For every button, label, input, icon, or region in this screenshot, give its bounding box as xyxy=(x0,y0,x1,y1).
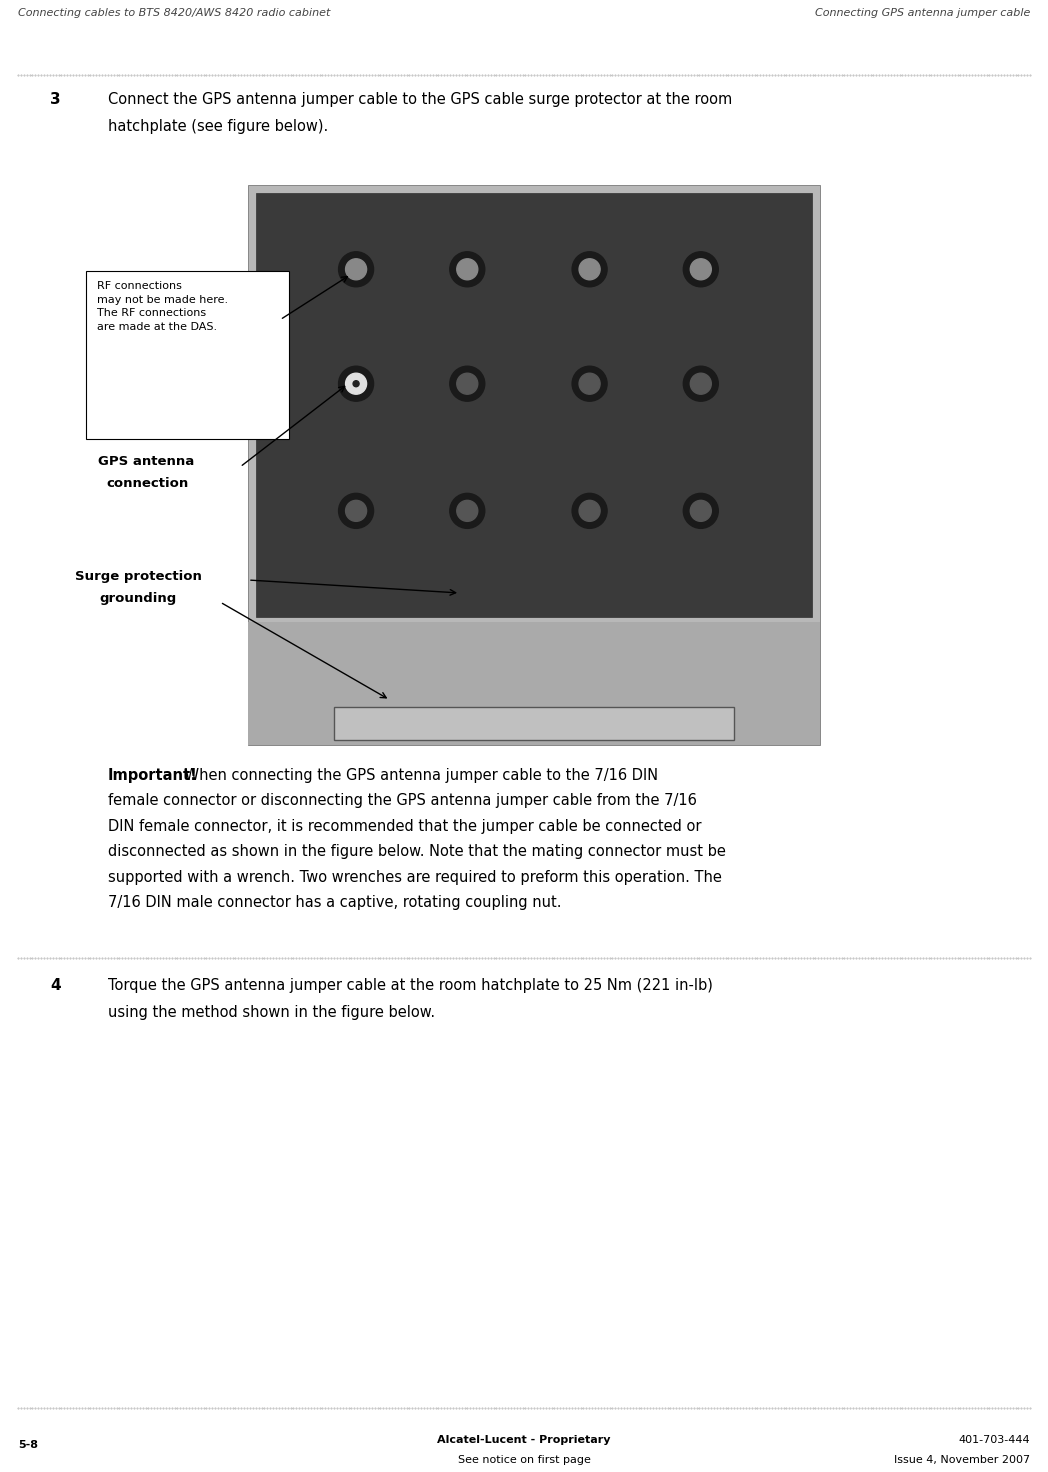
FancyBboxPatch shape xyxy=(248,621,820,745)
Circle shape xyxy=(691,374,712,394)
FancyBboxPatch shape xyxy=(86,271,289,439)
Text: female connector or disconnecting the GPS antenna jumper cable from the 7/16: female connector or disconnecting the GP… xyxy=(108,793,697,808)
Circle shape xyxy=(691,500,712,521)
Text: Torque the GPS antenna jumper cable at the room hatchplate to 25 Nm (221 in-lb): Torque the GPS antenna jumper cable at t… xyxy=(108,977,713,994)
FancyBboxPatch shape xyxy=(248,185,820,745)
Circle shape xyxy=(572,493,607,528)
Text: Surge protection: Surge protection xyxy=(75,570,202,583)
Circle shape xyxy=(572,367,607,402)
Text: using the method shown in the figure below.: using the method shown in the figure bel… xyxy=(108,1005,435,1020)
Text: Important!: Important! xyxy=(108,768,198,783)
Circle shape xyxy=(450,252,485,287)
Circle shape xyxy=(353,381,359,387)
Circle shape xyxy=(450,493,485,528)
Text: Connecting GPS antenna jumper cable: Connecting GPS antenna jumper cable xyxy=(814,7,1030,18)
Circle shape xyxy=(346,374,367,394)
Circle shape xyxy=(346,500,367,521)
Text: Issue 4, November 2007: Issue 4, November 2007 xyxy=(894,1454,1030,1465)
Circle shape xyxy=(683,367,718,402)
Text: Alcatel-Lucent - Proprietary: Alcatel-Lucent - Proprietary xyxy=(437,1435,611,1446)
Circle shape xyxy=(457,374,478,394)
Text: Connect the GPS antenna jumper cable to the GPS cable surge protector at the roo: Connect the GPS antenna jumper cable to … xyxy=(108,91,733,107)
Text: RF connections
may not be made here.
The RF connections
are made at the DAS.: RF connections may not be made here. The… xyxy=(97,281,228,331)
Text: GPS antenna: GPS antenna xyxy=(99,455,194,468)
FancyBboxPatch shape xyxy=(256,193,812,617)
Text: hatchplate (see figure below).: hatchplate (see figure below). xyxy=(108,119,328,134)
Text: grounding: grounding xyxy=(99,592,176,605)
Circle shape xyxy=(339,252,373,287)
Text: 401-703-444: 401-703-444 xyxy=(958,1435,1030,1446)
Circle shape xyxy=(457,259,478,280)
Text: 5-8: 5-8 xyxy=(18,1440,38,1450)
Circle shape xyxy=(580,259,601,280)
Circle shape xyxy=(346,259,367,280)
Text: 3: 3 xyxy=(50,91,61,107)
Circle shape xyxy=(580,374,601,394)
Circle shape xyxy=(339,493,373,528)
Circle shape xyxy=(580,500,601,521)
Text: Connecting cables to BTS 8420/AWS 8420 radio cabinet: Connecting cables to BTS 8420/AWS 8420 r… xyxy=(18,7,330,18)
Text: 7/16 DIN male connector has a captive, rotating coupling nut.: 7/16 DIN male connector has a captive, r… xyxy=(108,895,562,911)
Circle shape xyxy=(339,367,373,402)
Text: When connecting the GPS antenna jumper cable to the 7/16 DIN: When connecting the GPS antenna jumper c… xyxy=(180,768,658,783)
Circle shape xyxy=(572,252,607,287)
Text: disconnected as shown in the figure below. Note that the mating connector must b: disconnected as shown in the figure belo… xyxy=(108,845,726,860)
Text: 4: 4 xyxy=(50,977,61,994)
Circle shape xyxy=(450,367,485,402)
Circle shape xyxy=(683,493,718,528)
Text: supported with a wrench. Two wrenches are required to preform this operation. Th: supported with a wrench. Two wrenches ar… xyxy=(108,870,722,885)
Circle shape xyxy=(683,252,718,287)
FancyBboxPatch shape xyxy=(334,707,735,740)
Text: See notice on first page: See notice on first page xyxy=(458,1454,590,1465)
Text: connection: connection xyxy=(106,477,189,490)
Circle shape xyxy=(691,259,712,280)
Text: DIN female connector, it is recommended that the jumper cable be connected or: DIN female connector, it is recommended … xyxy=(108,818,701,835)
Circle shape xyxy=(457,500,478,521)
